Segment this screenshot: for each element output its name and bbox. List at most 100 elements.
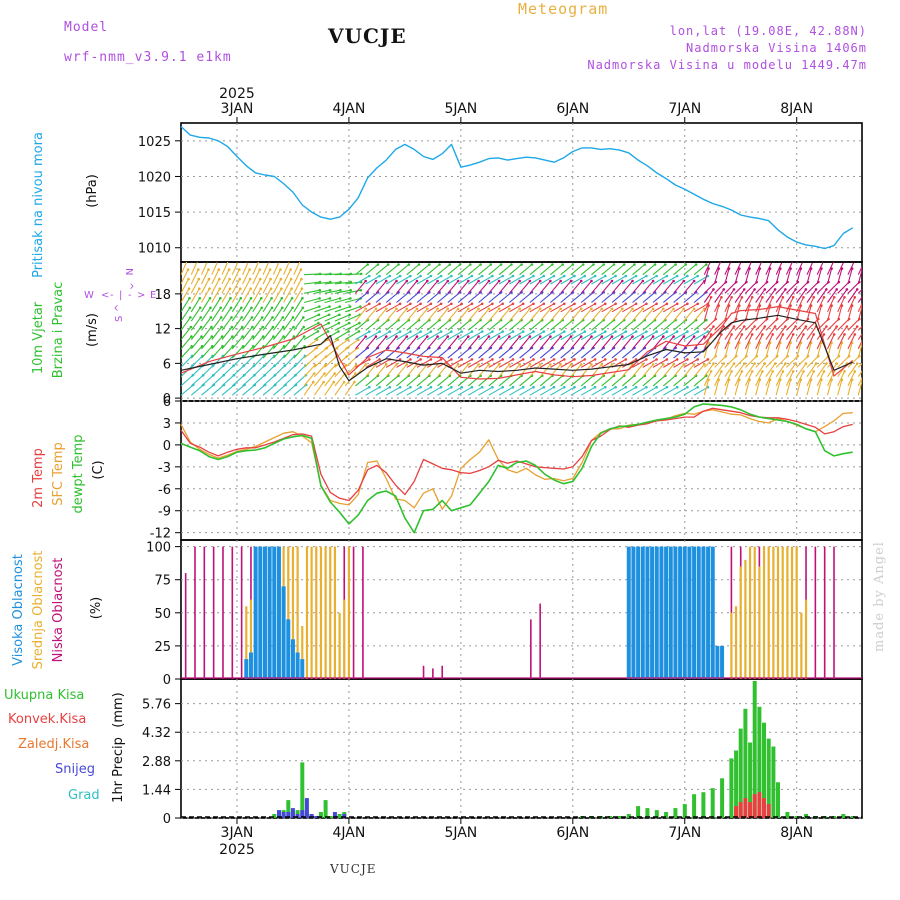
total_precip-bar bbox=[272, 814, 277, 818]
pressure-unit: (hPa) bbox=[85, 174, 100, 208]
wind-arrow-head bbox=[378, 385, 381, 389]
wind-arrow-head bbox=[645, 330, 648, 333]
wind-arrow-head bbox=[538, 363, 542, 366]
wind-arrow bbox=[314, 314, 330, 322]
wind-arrow bbox=[632, 358, 647, 368]
wind-arrow-head bbox=[684, 263, 688, 266]
wind-arrow bbox=[806, 371, 815, 387]
wind-arrow-head bbox=[207, 277, 211, 281]
wind-arrow bbox=[365, 275, 380, 285]
wind-arrow-head bbox=[771, 333, 774, 336]
wind-arrow-head bbox=[868, 355, 871, 358]
wind-arrow-head bbox=[784, 288, 787, 291]
wind-arrow bbox=[396, 358, 411, 368]
wind-arrow bbox=[488, 364, 500, 378]
compass-west: W bbox=[84, 290, 94, 301]
wind-arrow bbox=[837, 379, 843, 396]
wind-arrow bbox=[211, 297, 221, 313]
wind-arrow-head bbox=[521, 302, 525, 306]
wind-arrow bbox=[385, 364, 397, 378]
wind-arrow-head bbox=[248, 259, 251, 262]
wind-arrow bbox=[734, 289, 745, 303]
wind-arrow-head bbox=[631, 335, 634, 338]
wind-arrow bbox=[632, 303, 647, 313]
wind-arrow-head bbox=[349, 288, 352, 292]
wind-arrow bbox=[580, 375, 594, 387]
wind-arrow-head bbox=[624, 385, 628, 389]
wind-arrow-head bbox=[270, 296, 273, 300]
bottom-day-label: 5JAN bbox=[444, 825, 477, 841]
wind-arrow bbox=[242, 307, 252, 322]
wind-arrow bbox=[437, 364, 449, 378]
total_precip-bar bbox=[323, 800, 328, 818]
wind-arrow-head bbox=[614, 385, 617, 389]
total_precip-bar bbox=[664, 812, 669, 818]
wind-arrow bbox=[252, 307, 263, 322]
wind-arrow-head bbox=[198, 296, 201, 300]
wind-arrow-head bbox=[508, 335, 511, 338]
wind-arrow-head bbox=[624, 358, 628, 361]
wind-arrow bbox=[252, 317, 263, 331]
wind-arrow-head bbox=[645, 385, 648, 389]
wind-arrow-head bbox=[655, 274, 658, 278]
y-tick-label: 1025 bbox=[138, 135, 171, 150]
wind-arrow bbox=[468, 303, 483, 313]
wind-arrow-head bbox=[853, 296, 857, 299]
wind-arrow bbox=[437, 331, 452, 341]
wind-arrow bbox=[488, 291, 502, 303]
wind-arrow-head bbox=[692, 307, 696, 311]
wind-arrow bbox=[457, 291, 471, 303]
wind-arrow bbox=[775, 318, 788, 331]
wind-arrow bbox=[847, 289, 858, 303]
wind-arrow bbox=[755, 289, 766, 303]
wind-arrow-head bbox=[822, 370, 826, 373]
wind-arrow bbox=[437, 291, 451, 303]
wind-arrow-head bbox=[261, 325, 265, 329]
wind-arrow bbox=[416, 331, 432, 341]
wind-arrow bbox=[816, 268, 822, 285]
wind-arrow bbox=[181, 269, 189, 285]
wind-arrow bbox=[314, 322, 329, 331]
wind-arrow bbox=[724, 342, 730, 359]
wind-arrow-head bbox=[357, 330, 361, 333]
wind-arrow-head bbox=[672, 307, 675, 311]
wind-arrow bbox=[816, 289, 827, 303]
wind-arrow bbox=[231, 288, 241, 303]
wind-arrow bbox=[775, 334, 784, 350]
wind-arrow bbox=[426, 264, 440, 276]
wind-arrow bbox=[549, 308, 562, 322]
wind-arrow bbox=[673, 275, 688, 285]
wind-arrow-head bbox=[240, 316, 243, 319]
compass-arrow-up: ^ bbox=[123, 282, 134, 290]
wind-arrow-head bbox=[230, 316, 233, 319]
wind-arrow-head bbox=[227, 259, 230, 262]
wind-arrow bbox=[539, 308, 551, 322]
snow-bar bbox=[304, 798, 309, 818]
wind-arrow bbox=[375, 264, 389, 276]
wind-arrow bbox=[211, 365, 224, 378]
wind-arrow-head bbox=[318, 297, 321, 300]
wind-arrow bbox=[519, 291, 533, 303]
top-day-label: 8JAN bbox=[780, 101, 813, 117]
wind-arrow bbox=[345, 273, 362, 276]
wind-arrow-head bbox=[491, 358, 494, 361]
wind-arrow bbox=[529, 364, 541, 378]
wind-arrow bbox=[857, 339, 862, 350]
wind-arrow-head bbox=[386, 263, 390, 266]
wind-arrow-head bbox=[610, 363, 614, 366]
wind-arrow-head bbox=[218, 287, 222, 291]
wind-arrow bbox=[621, 364, 633, 378]
wind-arrow bbox=[816, 305, 822, 322]
wind-arrow-head bbox=[761, 333, 764, 336]
pressure-label: Pritisak na nivou mora bbox=[31, 132, 46, 278]
wind-arrow bbox=[755, 318, 768, 331]
wind-arrow bbox=[498, 375, 512, 387]
wind-arrow bbox=[303, 356, 317, 368]
wind-arrow-head bbox=[480, 302, 484, 306]
wind-arrow-head bbox=[415, 335, 419, 338]
wind-arrow-head bbox=[501, 358, 505, 361]
wind-arrow bbox=[703, 342, 710, 359]
wind-arrow bbox=[601, 291, 615, 303]
sfc-label: SFC Temp bbox=[51, 442, 66, 506]
wind-arrow-head bbox=[218, 277, 221, 281]
